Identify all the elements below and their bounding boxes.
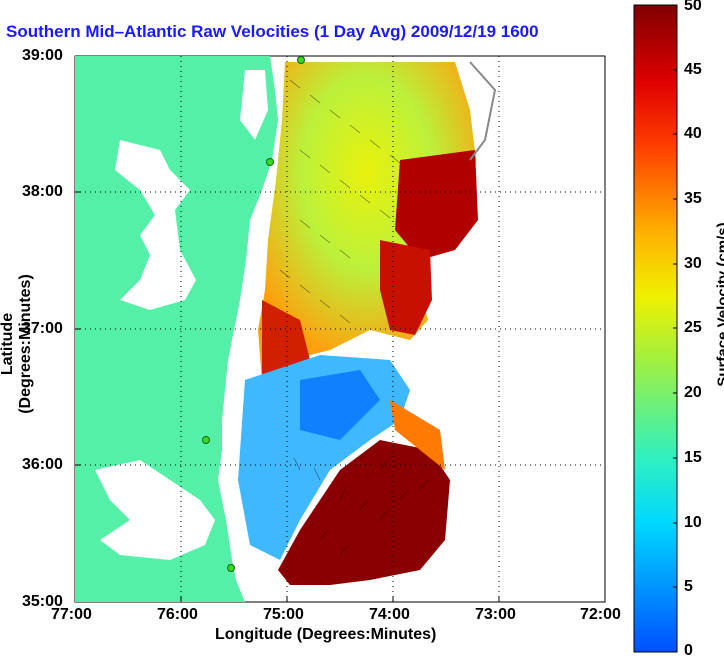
colorbar-label: Surface Velocity (cm/s)	[715, 210, 724, 400]
x-tick: 74:00	[369, 606, 410, 624]
y-axis-label: Latitude (Degrees:Minutes)	[0, 249, 35, 439]
colorbar-tick: 45	[684, 61, 702, 79]
x-tick: 77:00	[51, 606, 92, 624]
x-axis-label: Longitude (Degrees:Minutes)	[215, 626, 436, 644]
x-tick: 73:00	[475, 606, 516, 624]
colorbar-tick: 10	[684, 514, 702, 532]
colorbar-tick: 0	[684, 642, 693, 660]
colorbar-tick: 15	[684, 449, 702, 467]
y-tick: 38:00	[22, 183, 63, 201]
colorbar-tick: 40	[684, 125, 702, 143]
colorbar-tick: 5	[684, 578, 693, 596]
x-tick: 72:00	[580, 606, 621, 624]
colorbar-tick: 25	[684, 319, 702, 337]
colorbar-tick: 30	[684, 255, 702, 273]
x-tick: 75:00	[263, 606, 304, 624]
colorbar-tick: 35	[684, 190, 702, 208]
x-tick: 76:00	[157, 606, 198, 624]
colorbar-tick: 20	[684, 384, 702, 402]
y-tick: 36:00	[22, 456, 63, 474]
colorbar-tick: 50	[684, 0, 702, 15]
y-tick: 39:00	[22, 47, 63, 65]
colorbar	[634, 5, 677, 652]
